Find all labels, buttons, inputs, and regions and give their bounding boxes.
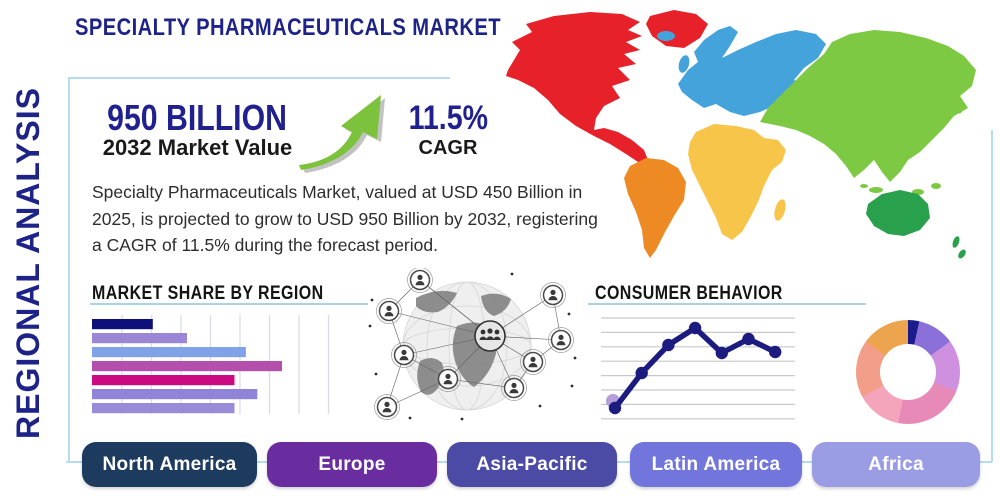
network-dots [368,272,577,421]
market-value-stat: 950 BILLION [107,97,288,138]
bar-region-7 [92,403,235,414]
market-share-bar-chart [92,315,330,414]
bar-region-4 [92,361,282,372]
consumer-behavior-line-chart [601,317,795,420]
growth-arrow-icon [299,95,385,173]
bar-region-5 [92,375,235,386]
line-series [606,321,782,415]
data-point-4 [688,321,702,335]
region-button-latin-america[interactable]: Latin America [630,442,802,487]
region-button-europe[interactable]: Europe [267,442,437,487]
frame-border-top [68,77,450,79]
market-value-caption: 2032 Market Value [102,135,293,160]
data-point-1 [608,401,622,415]
map-north-america [506,12,648,162]
map-greenland [646,10,708,48]
page-title: SPECIALTY PHARMACEUTICALS MARKET [75,14,501,41]
regional-donut-chart [856,320,960,424]
cagr-caption: CAGR [418,137,478,159]
growth-arrow-shape [299,95,381,170]
globe-network-graphic [368,268,577,421]
data-point-7 [769,345,782,359]
data-point-5 [715,346,728,360]
bar-chart-title: MARKET SHARE BY REGION [92,283,324,304]
bar-region-3 [92,347,246,358]
frame-border-left [68,77,70,463]
sidebar-vertical-label: REGIONAL ANALYSIS [10,87,46,439]
line-chart-title-underline [588,303,866,305]
bar-chart-title-underline [90,303,368,305]
frame-border-right [991,130,993,462]
market-description: Specialty Pharmaceuticals Market, valued… [92,182,598,256]
bar-region-2 [92,333,187,344]
cagr-stat: 11.5% [408,99,488,137]
region-button-north-america[interactable]: North America [82,442,257,487]
region-button-asia-pacific[interactable]: Asia-Pacific [447,442,617,487]
map-oceania [866,190,966,259]
network-center-group-node [474,320,506,352]
map-south-america [624,158,686,258]
data-point-2 [635,366,648,380]
world-map-graphic [506,10,976,259]
bar-region-1 [92,319,153,330]
bar-region-6 [92,389,258,400]
map-africa [688,124,786,240]
data-point-3 [662,338,675,352]
data-point-6 [742,332,755,346]
bar-series [92,319,282,414]
region-button-africa[interactable]: Africa [812,442,980,487]
line-chart-title: CONSUMER BEHAVIOR [595,283,783,304]
